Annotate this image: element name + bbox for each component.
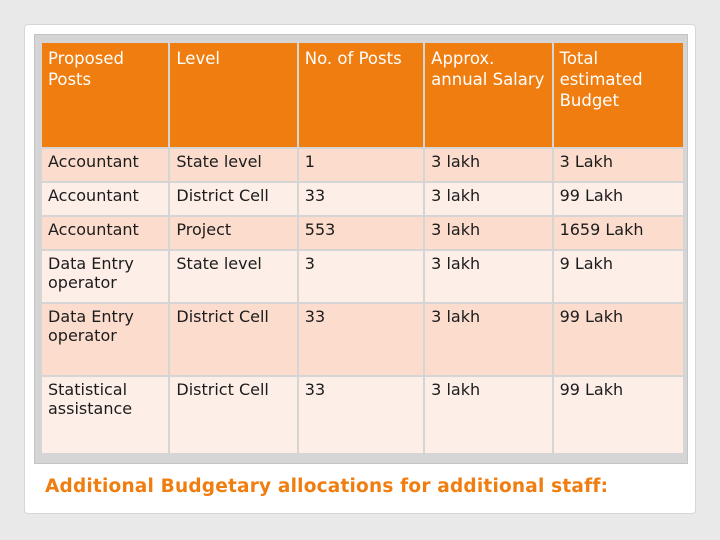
header-total-budget: Total estimated Budget xyxy=(553,43,683,147)
cell-level: District Cell xyxy=(170,377,297,453)
header-level: Level xyxy=(170,43,297,147)
cell-count: 3 xyxy=(298,251,424,302)
cell-salary: 3 lakh xyxy=(425,217,552,249)
cell-post: Accountant xyxy=(42,183,169,215)
cell-level: District Cell xyxy=(170,304,297,375)
table-row: Data Entry operator State level 3 3 lakh… xyxy=(42,251,683,302)
cell-salary: 3 lakh xyxy=(425,251,552,302)
table-row: Statistical assistance District Cell 33 … xyxy=(42,377,683,453)
cell-budget: 99 Lakh xyxy=(553,183,683,215)
cell-budget: 99 Lakh xyxy=(553,377,683,453)
header-annual-salary: Approx. annual Salary xyxy=(425,43,552,147)
table-row: Data Entry operator District Cell 33 3 l… xyxy=(42,304,683,375)
cell-level: State level xyxy=(170,149,297,181)
cell-post: Accountant xyxy=(42,149,169,181)
cell-salary: 3 lakh xyxy=(425,377,552,453)
header-no-of-posts: No. of Posts xyxy=(298,43,424,147)
cell-budget: 1659 Lakh xyxy=(553,217,683,249)
cell-level: District Cell xyxy=(170,183,297,215)
cell-count: 33 xyxy=(298,183,424,215)
cell-budget: 99 Lakh xyxy=(553,304,683,375)
cell-count: 1 xyxy=(298,149,424,181)
cell-salary: 3 lakh xyxy=(425,149,552,181)
table-row: Accountant District Cell 33 3 lakh 99 La… xyxy=(42,183,683,215)
cell-post: Statistical assistance xyxy=(42,377,169,453)
cell-budget: 3 Lakh xyxy=(553,149,683,181)
table-header-row: Proposed Posts Level No. of Posts Approx… xyxy=(42,43,683,147)
cell-salary: 3 lakh xyxy=(425,183,552,215)
cell-level: State level xyxy=(170,251,297,302)
slide-caption: Additional Budgetary allocations for add… xyxy=(45,476,609,497)
header-proposed-posts: Proposed Posts xyxy=(42,43,169,147)
table-row: Accountant State level 1 3 lakh 3 Lakh xyxy=(42,149,683,181)
cell-post: Accountant xyxy=(42,217,169,249)
cell-level: Project xyxy=(170,217,297,249)
cell-count: 33 xyxy=(298,304,424,375)
cell-count: 553 xyxy=(298,217,424,249)
budget-table: Proposed Posts Level No. of Posts Approx… xyxy=(40,41,685,455)
cell-post: Data Entry operator xyxy=(42,251,169,302)
cell-count: 33 xyxy=(298,377,424,453)
cell-salary: 3 lakh xyxy=(425,304,552,375)
cell-budget: 9 Lakh xyxy=(553,251,683,302)
table-row: Accountant Project 553 3 lakh 1659 Lakh xyxy=(42,217,683,249)
cell-post: Data Entry operator xyxy=(42,304,169,375)
